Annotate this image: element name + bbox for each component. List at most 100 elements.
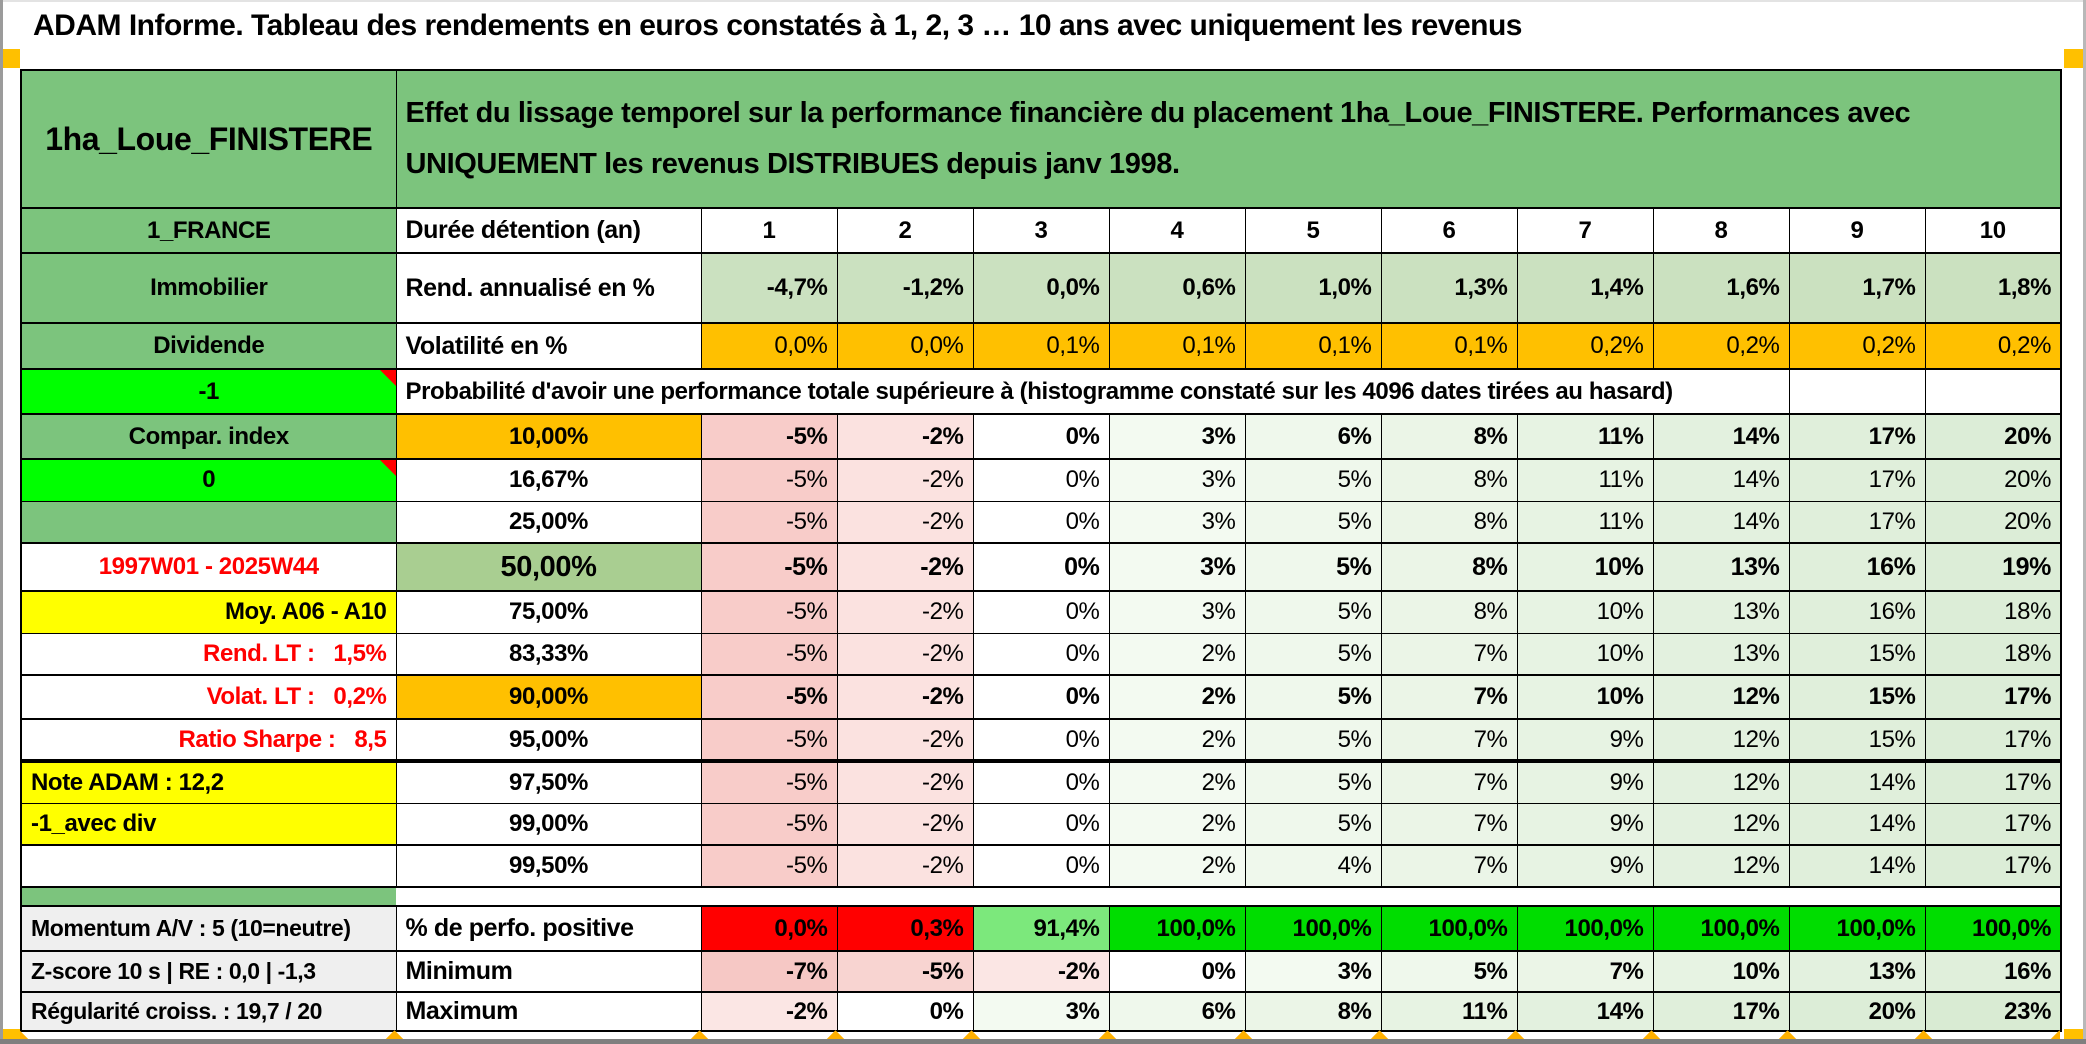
quantile-99-row-value-8[interactable]: 12% xyxy=(1652,802,1790,846)
quantile-1667-row-value-10[interactable]: 20% xyxy=(1924,458,2062,502)
positive-perf-row-value-7[interactable]: 100,0% xyxy=(1516,905,1654,952)
quantile-10-row-value-2[interactable]: -2% xyxy=(836,413,974,460)
annualized-return-row-value-6[interactable]: 1,3% xyxy=(1380,252,1518,324)
duration-row-value-1[interactable]: 1 xyxy=(700,207,838,254)
quantile-25-row-label[interactable] xyxy=(20,500,397,544)
quantile-995-row-value-1[interactable]: -5% xyxy=(700,844,838,888)
quantile-10-row-label[interactable]: Compar. index xyxy=(20,413,397,460)
quantile-1667-row-value-8[interactable]: 14% xyxy=(1652,458,1790,502)
quantile-8333-row-label[interactable]: Rend. LT : 1,5% xyxy=(20,632,397,676)
minimum-row-sublabel[interactable]: Minimum xyxy=(395,950,702,993)
annualized-return-row-value-10[interactable]: 1,8% xyxy=(1924,252,2062,324)
volatility-row-sublabel[interactable]: Volatilité en % xyxy=(395,322,702,370)
quantile-975-row-value-4[interactable]: 2% xyxy=(1108,759,1246,804)
quantile-25-row-value-9[interactable]: 17% xyxy=(1788,500,1926,544)
duration-row-value-2[interactable]: 2 xyxy=(836,207,974,254)
minimum-row-value-5[interactable]: 3% xyxy=(1244,950,1382,993)
positive-perf-row-value-1[interactable]: 0,0% xyxy=(700,905,838,952)
quantile-50-row-value-1[interactable]: -5% xyxy=(700,542,838,592)
quantile-8333-row-value-5[interactable]: 5% xyxy=(1244,632,1382,676)
quantile-99-row-value-3[interactable]: 0% xyxy=(972,802,1110,846)
quantile-8333-row-value-10[interactable]: 18% xyxy=(1924,632,2062,676)
quantile-995-row-value-4[interactable]: 2% xyxy=(1108,844,1246,888)
positive-perf-row-label[interactable]: Momentum A/V : 5 (10=neutre) xyxy=(20,905,397,952)
quantile-95-row-value-3[interactable]: 0% xyxy=(972,718,1110,762)
duration-row-value-9[interactable]: 9 xyxy=(1788,207,1926,254)
quantile-8333-row-value-8[interactable]: 13% xyxy=(1652,632,1790,676)
quantile-90-row-sublabel[interactable]: 90,00% xyxy=(395,674,702,720)
minimum-row-value-8[interactable]: 10% xyxy=(1652,950,1790,993)
positive-perf-row-value-10[interactable]: 100,0% xyxy=(1924,905,2062,952)
quantile-95-row-sublabel[interactable]: 95,00% xyxy=(395,718,702,762)
quantile-995-row-value-9[interactable]: 14% xyxy=(1788,844,1926,888)
quantile-90-row-value-10[interactable]: 17% xyxy=(1924,674,2062,720)
probability-title-row-label[interactable]: -1 xyxy=(20,368,397,415)
quantile-8333-row-value-2[interactable]: -2% xyxy=(836,632,974,676)
volatility-row-label[interactable]: Dividende xyxy=(20,322,397,370)
duration-row-value-7[interactable]: 7 xyxy=(1516,207,1654,254)
annualized-return-row-value-9[interactable]: 1,7% xyxy=(1788,252,1926,324)
quantile-50-row-value-9[interactable]: 16% xyxy=(1788,542,1926,592)
minimum-row-value-2[interactable]: -5% xyxy=(836,950,974,993)
quantile-75-row-value-9[interactable]: 16% xyxy=(1788,590,1926,634)
maximum-row-value-7[interactable]: 14% xyxy=(1516,991,1654,1032)
quantile-995-row-label[interactable] xyxy=(20,844,397,888)
quantile-75-row-sublabel[interactable]: 75,00% xyxy=(395,590,702,634)
minimum-row-value-4[interactable]: 0% xyxy=(1108,950,1246,993)
quantile-10-row-value-10[interactable]: 20% xyxy=(1924,413,2062,460)
positive-perf-row-value-2[interactable]: 0,3% xyxy=(836,905,974,952)
header-row-sublabel[interactable]: Effet du lissage temporel sur la perform… xyxy=(395,69,2062,209)
maximum-row-value-6[interactable]: 11% xyxy=(1380,991,1518,1032)
annualized-return-row-sublabel[interactable]: Rend. annualisé en % xyxy=(395,252,702,324)
quantile-99-row-value-9[interactable]: 14% xyxy=(1788,802,1926,846)
annualized-return-row-value-4[interactable]: 0,6% xyxy=(1108,252,1246,324)
quantile-995-row-value-6[interactable]: 7% xyxy=(1380,844,1518,888)
quantile-1667-row-value-5[interactable]: 5% xyxy=(1244,458,1382,502)
volatility-row-value-4[interactable]: 0,1% xyxy=(1108,322,1246,370)
quantile-50-row-label[interactable]: 1997W01 - 2025W44 xyxy=(20,542,397,592)
quantile-99-row-label[interactable]: -1_avec div xyxy=(20,802,397,846)
quantile-99-row-sublabel[interactable]: 99,00% xyxy=(395,802,702,846)
quantile-75-row-value-8[interactable]: 13% xyxy=(1652,590,1790,634)
quantile-90-row-value-8[interactable]: 12% xyxy=(1652,674,1790,720)
maximum-row-value-4[interactable]: 6% xyxy=(1108,991,1246,1032)
quantile-95-row-value-5[interactable]: 5% xyxy=(1244,718,1382,762)
quantile-25-row-value-2[interactable]: -2% xyxy=(836,500,974,544)
quantile-995-row-sublabel[interactable]: 99,50% xyxy=(395,844,702,888)
minimum-row-label[interactable]: Z-score 10 s | RE : 0,0 | -1,3 xyxy=(20,950,397,993)
quantile-1667-row-value-6[interactable]: 8% xyxy=(1380,458,1518,502)
selection-handle-top-left[interactable] xyxy=(3,49,20,68)
positive-perf-row-value-6[interactable]: 100,0% xyxy=(1380,905,1518,952)
maximum-row-label[interactable]: Régularité croiss. : 19,7 / 20 xyxy=(20,991,397,1032)
quantile-1667-row-value-1[interactable]: -5% xyxy=(700,458,838,502)
quantile-75-row-label[interactable]: Moy. A06 - A10 xyxy=(20,590,397,634)
minimum-row-value-10[interactable]: 16% xyxy=(1924,950,2062,993)
quantile-90-row-value-6[interactable]: 7% xyxy=(1380,674,1518,720)
volatility-row-value-5[interactable]: 0,1% xyxy=(1244,322,1382,370)
quantile-995-row-value-2[interactable]: -2% xyxy=(836,844,974,888)
quantile-90-row-value-2[interactable]: -2% xyxy=(836,674,974,720)
quantile-975-row-value-10[interactable]: 17% xyxy=(1924,759,2062,804)
quantile-10-row-value-6[interactable]: 8% xyxy=(1380,413,1518,460)
quantile-995-row-value-8[interactable]: 12% xyxy=(1652,844,1790,888)
quantile-975-row-value-3[interactable]: 0% xyxy=(972,759,1110,804)
quantile-1667-row-value-7[interactable]: 11% xyxy=(1516,458,1654,502)
quantile-90-row-value-7[interactable]: 10% xyxy=(1516,674,1654,720)
volatility-row-value-10[interactable]: 0,2% xyxy=(1924,322,2062,370)
quantile-25-row-sublabel[interactable]: 25,00% xyxy=(395,500,702,544)
probability-title-row-value-2[interactable] xyxy=(1924,368,2062,415)
maximum-row-value-5[interactable]: 8% xyxy=(1244,991,1382,1032)
maximum-row-value-8[interactable]: 17% xyxy=(1652,991,1790,1032)
quantile-95-row-value-8[interactable]: 12% xyxy=(1652,718,1790,762)
annualized-return-row-value-3[interactable]: 0,0% xyxy=(972,252,1110,324)
volatility-row-value-8[interactable]: 0,2% xyxy=(1652,322,1790,370)
positive-perf-row-sublabel[interactable]: % de perfo. positive xyxy=(395,905,702,952)
minimum-row-value-7[interactable]: 7% xyxy=(1516,950,1654,993)
quantile-975-row-label[interactable]: Note ADAM : 12,2 xyxy=(20,759,397,804)
quantile-50-row-sublabel[interactable]: 50,00% xyxy=(395,542,702,592)
quantile-50-row-value-2[interactable]: -2% xyxy=(836,542,974,592)
quantile-99-row-value-7[interactable]: 9% xyxy=(1516,802,1654,846)
positive-perf-row-value-8[interactable]: 100,0% xyxy=(1652,905,1790,952)
quantile-75-row-value-5[interactable]: 5% xyxy=(1244,590,1382,634)
quantile-25-row-value-7[interactable]: 11% xyxy=(1516,500,1654,544)
